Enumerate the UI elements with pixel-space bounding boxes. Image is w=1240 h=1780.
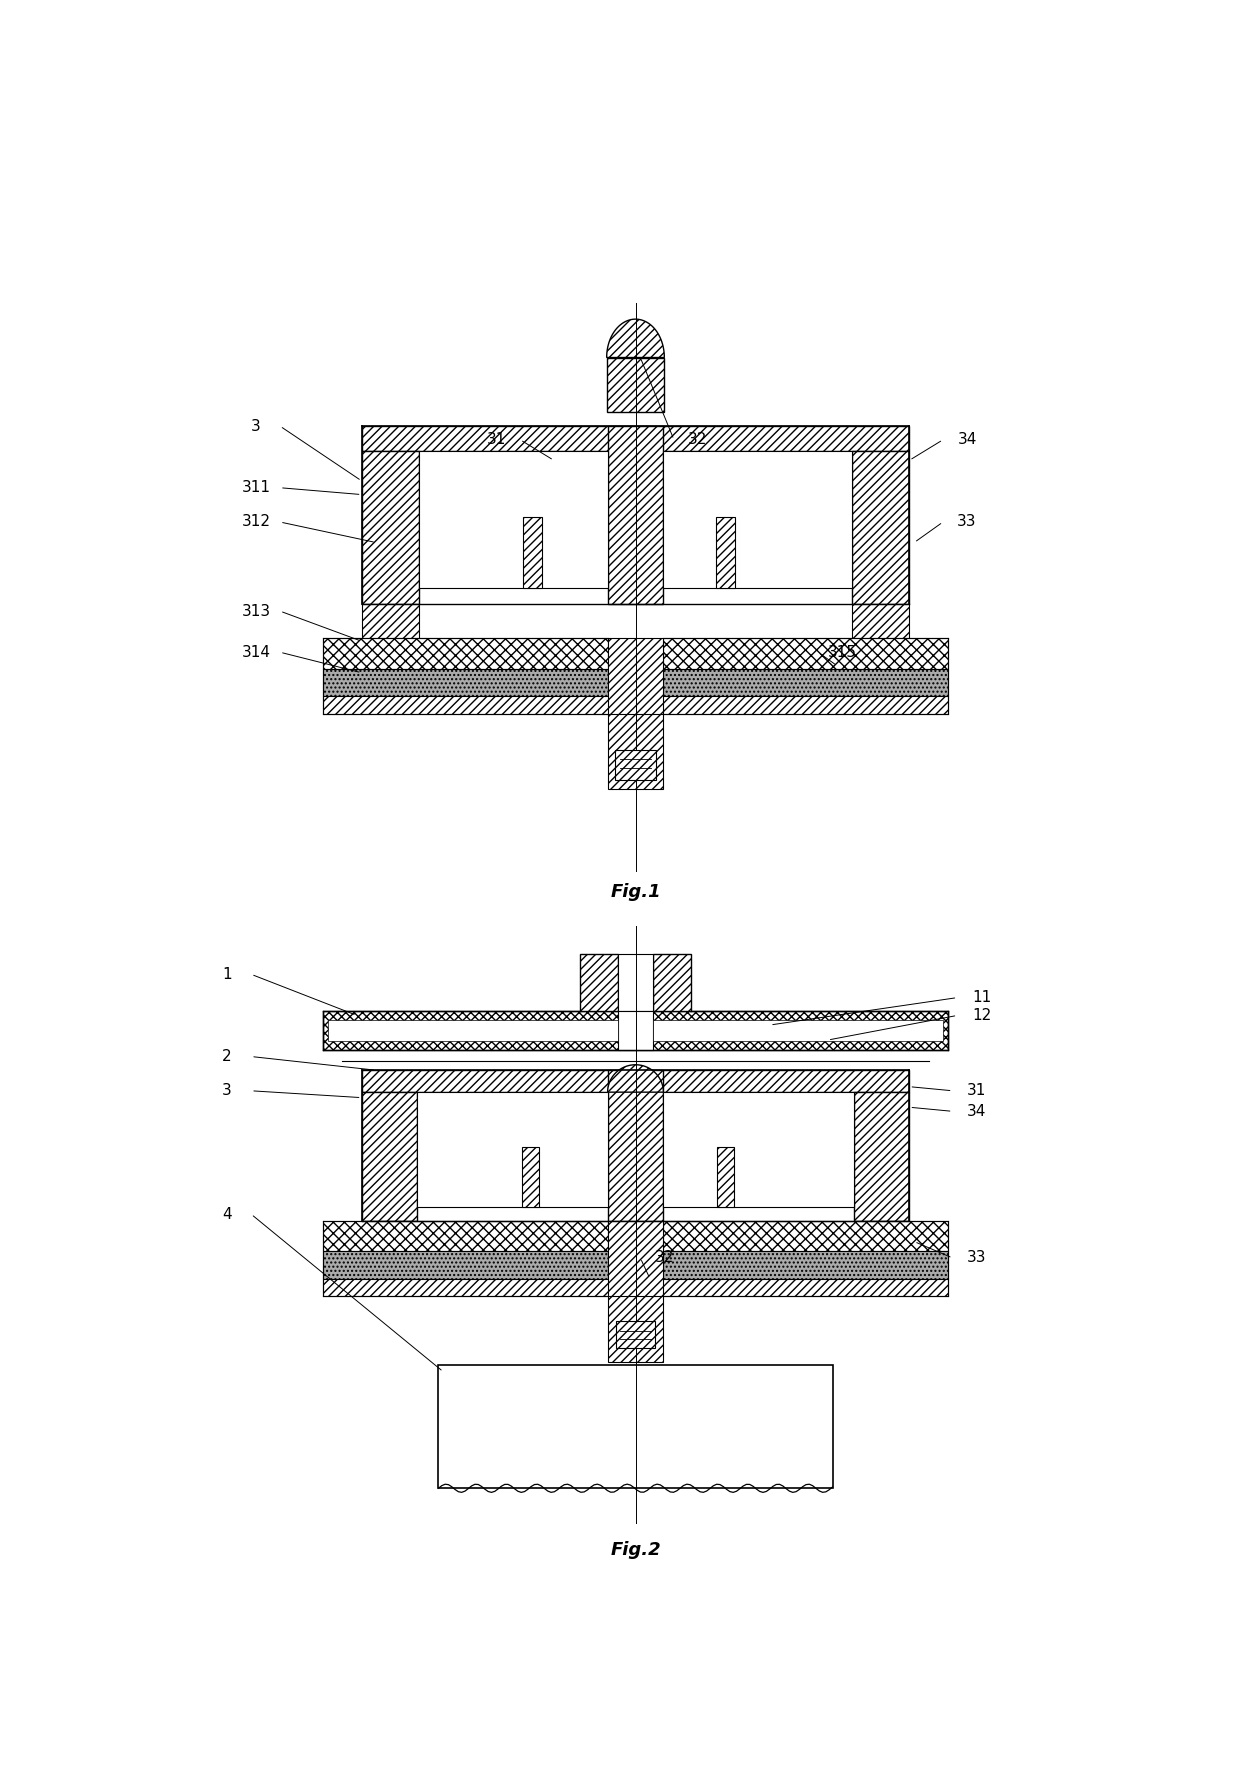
Text: 34: 34 [967, 1104, 986, 1120]
Bar [439, 1365, 832, 1488]
Bar [606, 358, 665, 413]
Bar [608, 1070, 663, 1221]
Bar [652, 954, 691, 1011]
Bar [580, 954, 619, 1011]
Bar [663, 1093, 853, 1207]
Text: 11: 11 [972, 990, 991, 1006]
Text: 1: 1 [222, 967, 232, 983]
Bar [324, 1251, 608, 1278]
Bar [608, 639, 663, 789]
Text: 31: 31 [486, 433, 506, 447]
Bar [663, 669, 947, 696]
Bar [418, 1093, 608, 1207]
Bar [522, 1148, 539, 1207]
Bar [853, 1221, 909, 1248]
Bar [362, 1093, 418, 1221]
Bar [362, 450, 419, 603]
Bar [852, 603, 909, 669]
Text: 3: 3 [250, 418, 260, 434]
Bar [619, 1011, 652, 1050]
Polygon shape [608, 1064, 663, 1093]
Text: 311: 311 [242, 481, 270, 495]
Bar [362, 1070, 909, 1093]
Bar [324, 1278, 947, 1296]
Bar [324, 1011, 947, 1050]
Bar [663, 639, 947, 669]
Text: 33: 33 [957, 514, 977, 529]
Bar [362, 1221, 418, 1248]
Bar [652, 1020, 942, 1041]
Bar [717, 1148, 734, 1207]
Bar [615, 749, 656, 780]
Bar [608, 425, 663, 603]
Bar [523, 516, 542, 587]
Bar [852, 450, 909, 603]
Bar [362, 425, 909, 450]
Bar [608, 1221, 663, 1362]
Bar [419, 450, 608, 587]
Bar [324, 639, 608, 669]
Text: 314: 314 [242, 644, 270, 660]
Text: 32: 32 [655, 1251, 675, 1266]
Bar [362, 603, 419, 669]
Bar [717, 516, 735, 587]
Text: 33: 33 [967, 1251, 986, 1266]
Text: 4: 4 [222, 1207, 232, 1221]
Bar [853, 1093, 909, 1221]
Text: 32: 32 [688, 433, 708, 447]
Text: 2: 2 [222, 1048, 232, 1064]
Bar [663, 450, 852, 587]
Text: 12: 12 [972, 1007, 991, 1023]
Text: Fig.2: Fig.2 [610, 1541, 661, 1559]
Bar [663, 1251, 947, 1278]
Text: 3: 3 [222, 1084, 232, 1098]
Polygon shape [606, 319, 665, 358]
Bar [324, 669, 608, 696]
Bar [324, 1221, 608, 1251]
Bar [663, 1221, 947, 1251]
Bar [616, 1321, 655, 1349]
Text: 34: 34 [957, 433, 977, 447]
Text: 31: 31 [967, 1084, 986, 1098]
Text: 312: 312 [242, 514, 270, 529]
Text: 315: 315 [827, 644, 857, 660]
Bar [327, 1020, 619, 1041]
Text: 313: 313 [242, 603, 270, 619]
Text: Fig.1: Fig.1 [610, 883, 661, 901]
Bar [619, 954, 652, 1011]
Bar [324, 696, 947, 714]
